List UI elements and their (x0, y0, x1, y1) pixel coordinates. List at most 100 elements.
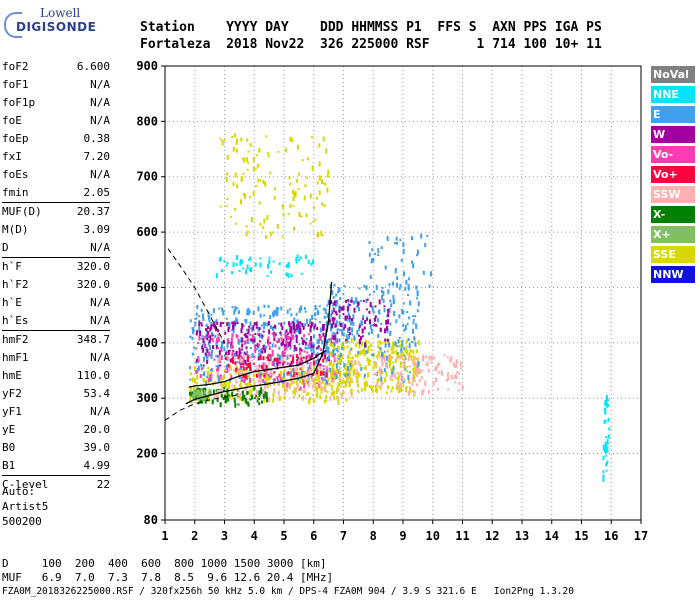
echo-point (296, 383, 299, 389)
echo-point (287, 373, 290, 376)
echo-point (244, 382, 247, 386)
x-tick-label: 14 (545, 529, 559, 543)
echo-point (226, 338, 229, 344)
echo-point (337, 290, 340, 294)
echo-point (234, 368, 237, 373)
echo-point (386, 349, 389, 353)
echo-point (220, 380, 223, 386)
y-tick-label: 300 (136, 391, 158, 405)
echo-point (213, 394, 216, 398)
echo-point (391, 281, 394, 286)
echo-point (385, 319, 388, 325)
echo-point (229, 372, 232, 376)
echo-point (266, 215, 269, 221)
param-name: hmE (2, 369, 22, 382)
echo-point (291, 360, 294, 364)
echo-point (323, 204, 326, 208)
echo-point (209, 335, 212, 341)
echo-point (272, 354, 275, 357)
echo-point (200, 324, 203, 327)
echo-point (286, 371, 289, 376)
echo-point (338, 314, 341, 320)
echo-point (230, 358, 233, 363)
echo-point (240, 259, 243, 264)
echo-point (290, 273, 293, 278)
echo-point (382, 352, 385, 356)
echo-point (289, 337, 292, 343)
echo-point (381, 342, 384, 345)
x-tick-label: 13 (515, 529, 529, 543)
echo-point (189, 319, 192, 323)
echo-point (225, 204, 228, 207)
echo-point (320, 392, 323, 395)
echo-point (278, 262, 281, 266)
echo-point (241, 397, 244, 401)
echo-point (330, 323, 333, 329)
echo-point (241, 359, 244, 362)
echo-point (337, 399, 340, 405)
echo-point (401, 376, 404, 381)
echo-point (198, 326, 201, 331)
echo-point (196, 367, 199, 373)
echo-point (315, 196, 318, 200)
echo-point (317, 345, 320, 348)
echo-point (205, 348, 208, 351)
echo-point (276, 340, 279, 343)
echo-point (452, 362, 455, 367)
echo-point (400, 377, 403, 380)
echo-point (406, 370, 409, 373)
echo-point (300, 360, 303, 366)
echo-point (378, 299, 381, 305)
echo-point (316, 181, 319, 185)
echo-point (246, 350, 249, 355)
echo-point (316, 327, 319, 331)
echo-point (334, 300, 337, 304)
echo-point (251, 337, 254, 343)
echo-point (263, 381, 266, 386)
echo-point (303, 377, 306, 381)
echo-point (262, 179, 265, 184)
echo-point (254, 167, 257, 170)
echo-point (309, 327, 312, 333)
echo-point (249, 354, 252, 358)
echo-point (310, 135, 313, 138)
echo-point (342, 293, 345, 296)
echo-point (332, 307, 335, 310)
echo-point (355, 371, 358, 376)
echo-point (211, 337, 214, 342)
echo-point (402, 351, 405, 356)
y-tick-label: 400 (136, 336, 158, 350)
echo-point (247, 375, 250, 379)
echo-point (361, 341, 364, 345)
echo-point (352, 300, 355, 305)
echo-point (381, 381, 384, 385)
echo-point (234, 172, 237, 178)
echo-point (226, 367, 229, 373)
echo-point (374, 315, 377, 319)
echo-point (344, 373, 347, 377)
legend-item: NNE (651, 86, 695, 103)
echo-point (367, 373, 370, 378)
echo-point (240, 323, 243, 326)
echo-point (258, 364, 261, 368)
echo-point (409, 388, 412, 394)
echo-point (460, 367, 463, 370)
echo-point (268, 375, 271, 378)
echo-point (246, 358, 249, 362)
echo-point (221, 341, 224, 347)
echo-point (221, 377, 224, 381)
echo-point (321, 378, 324, 381)
echo-point (216, 396, 219, 402)
echo-point (446, 372, 449, 378)
echo-point (342, 332, 345, 337)
echo-point (200, 395, 203, 399)
echo-point (331, 334, 334, 339)
echo-point (348, 317, 351, 323)
echo-point (412, 263, 415, 269)
echo-point (252, 373, 255, 376)
echo-point (216, 392, 219, 398)
echo-point (255, 373, 258, 378)
echo-point (230, 342, 233, 347)
echo-point (268, 361, 271, 366)
x-tick-label: 4 (251, 529, 258, 543)
